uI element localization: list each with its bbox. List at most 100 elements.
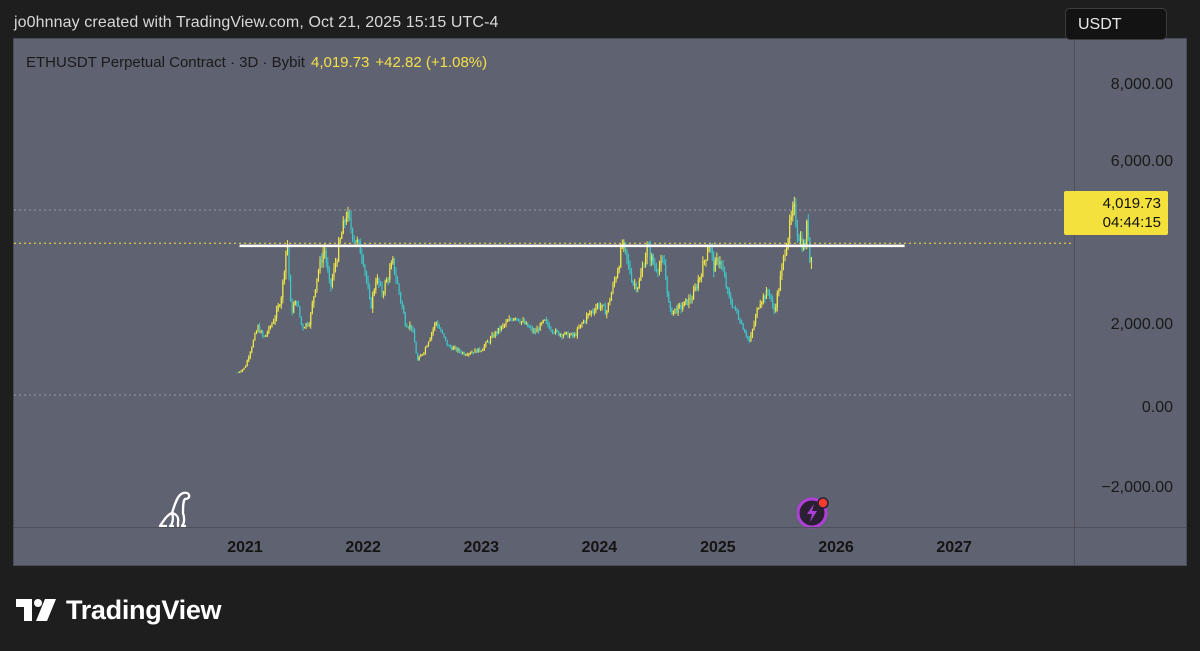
candle-body bbox=[285, 251, 287, 273]
candle-body bbox=[582, 320, 585, 324]
candle-body bbox=[246, 360, 248, 367]
candle-body bbox=[427, 341, 430, 346]
candle-body bbox=[457, 348, 459, 351]
candle-body bbox=[342, 220, 344, 234]
candle-body bbox=[375, 282, 377, 291]
candle-body bbox=[307, 323, 309, 326]
candle-body bbox=[243, 367, 245, 370]
candle-body bbox=[586, 315, 588, 322]
candle-body bbox=[789, 220, 791, 239]
candle-body bbox=[370, 297, 372, 309]
price-scale[interactable]: 8,000.00 6,000.00 2,000.00 0.00 −2,000.0… bbox=[1074, 39, 1187, 527]
candle-body bbox=[798, 236, 800, 242]
candle-body bbox=[319, 259, 321, 272]
candle-body bbox=[274, 317, 276, 322]
candle-body bbox=[596, 304, 599, 308]
candle-body bbox=[413, 330, 416, 343]
candle-body bbox=[331, 277, 334, 287]
candle-body bbox=[341, 233, 343, 239]
candle-body bbox=[407, 327, 409, 329]
candle-body bbox=[765, 290, 768, 299]
candle-body bbox=[477, 348, 479, 353]
candle-body bbox=[528, 326, 530, 328]
candle-body bbox=[751, 329, 754, 335]
candle-body bbox=[406, 325, 408, 328]
candle-body bbox=[527, 322, 529, 327]
candle-body bbox=[403, 306, 405, 314]
candle-body bbox=[795, 203, 797, 226]
candle-body bbox=[745, 332, 747, 337]
candle-body bbox=[550, 328, 552, 331]
candle-body bbox=[351, 228, 354, 239]
candle-body bbox=[573, 334, 575, 336]
candle-body bbox=[643, 266, 645, 268]
candle-body bbox=[672, 310, 675, 315]
candle-body bbox=[671, 308, 673, 315]
candle-body bbox=[696, 287, 698, 289]
candle-body bbox=[776, 292, 778, 308]
candle-body bbox=[657, 270, 659, 272]
candle-body bbox=[389, 268, 391, 280]
dinosaur-icon[interactable] bbox=[158, 489, 194, 529]
candle-body bbox=[728, 289, 730, 296]
candle-body bbox=[502, 325, 504, 327]
candle-body bbox=[488, 341, 490, 343]
year-tick-label: 2025 bbox=[700, 539, 736, 556]
candle-body bbox=[603, 304, 605, 306]
candle-body bbox=[689, 297, 692, 301]
candle-body bbox=[541, 322, 543, 324]
time-scale[interactable]: 2021 2022 2023 2024 2025 2026 2027 bbox=[14, 527, 1074, 566]
price-chart bbox=[14, 196, 1074, 396]
candle-body bbox=[392, 258, 394, 264]
candle-body bbox=[685, 299, 687, 302]
candle-body bbox=[691, 299, 693, 301]
candle-body bbox=[575, 334, 577, 336]
currency-selector[interactable]: USDT bbox=[1065, 8, 1167, 40]
candle-body bbox=[240, 371, 242, 373]
candle-body bbox=[314, 289, 316, 297]
candle-body bbox=[503, 324, 506, 326]
candle-body bbox=[598, 304, 600, 308]
candle-body bbox=[778, 290, 780, 293]
candle-body bbox=[784, 255, 786, 257]
candle-body bbox=[627, 258, 630, 264]
candle-body bbox=[613, 280, 616, 285]
candle-body bbox=[265, 335, 267, 337]
candle-body bbox=[378, 278, 380, 285]
candle-body bbox=[358, 239, 360, 242]
lightning-bolt-icon[interactable] bbox=[796, 495, 831, 529]
candle-body bbox=[382, 292, 385, 295]
candle-body bbox=[384, 282, 386, 293]
candle-body bbox=[350, 217, 352, 229]
candle-body bbox=[785, 247, 788, 256]
candle-body bbox=[764, 295, 766, 299]
candle-body bbox=[609, 300, 611, 303]
price-tick-label: −2,000.00 bbox=[1101, 479, 1173, 496]
candle-body bbox=[768, 292, 771, 295]
candle-body bbox=[479, 348, 481, 352]
scale-corner bbox=[1074, 527, 1187, 566]
price-tick-label: 2,000.00 bbox=[1110, 316, 1173, 333]
candle-body bbox=[754, 315, 757, 324]
candle-body bbox=[359, 241, 361, 254]
candle-body bbox=[640, 273, 642, 281]
candle-body bbox=[462, 352, 464, 354]
candle-body bbox=[317, 271, 320, 279]
candle-body bbox=[303, 327, 306, 329]
candle-body bbox=[393, 258, 396, 274]
candle-body bbox=[810, 257, 812, 262]
candle-body bbox=[744, 329, 746, 333]
candle-body bbox=[646, 244, 648, 258]
candle-body bbox=[675, 308, 678, 313]
candle-body bbox=[506, 321, 509, 323]
candle-body bbox=[362, 258, 365, 266]
candle-body bbox=[807, 221, 809, 238]
candle-body bbox=[555, 330, 557, 334]
candle-body bbox=[381, 284, 383, 295]
candle-body bbox=[395, 273, 397, 280]
plot-area[interactable]: ETHUSDT Perpetual Contract · 3D · Bybit 4… bbox=[14, 39, 1074, 529]
candle-body bbox=[629, 263, 631, 274]
candle-body bbox=[584, 320, 586, 322]
candle-body bbox=[677, 305, 679, 313]
candle-body bbox=[730, 295, 732, 303]
